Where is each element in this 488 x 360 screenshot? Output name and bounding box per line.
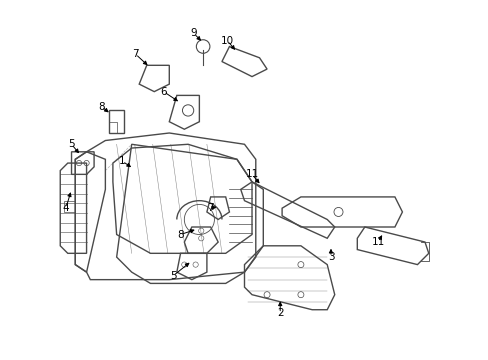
Bar — [64, 201, 75, 212]
Text: 10: 10 — [221, 36, 234, 46]
Text: 8: 8 — [98, 102, 105, 112]
Text: 7: 7 — [132, 49, 139, 59]
Text: 5: 5 — [68, 139, 75, 149]
Text: 9: 9 — [190, 28, 197, 39]
Text: 5: 5 — [169, 271, 176, 281]
Text: 8: 8 — [177, 230, 183, 239]
Text: 6: 6 — [160, 87, 166, 96]
Text: 2: 2 — [276, 309, 283, 319]
Text: 11: 11 — [245, 169, 258, 179]
Text: 7: 7 — [207, 203, 214, 213]
Text: 1: 1 — [119, 156, 125, 166]
Text: 4: 4 — [62, 203, 69, 213]
Text: 11: 11 — [370, 237, 384, 247]
Text: 3: 3 — [327, 252, 334, 262]
